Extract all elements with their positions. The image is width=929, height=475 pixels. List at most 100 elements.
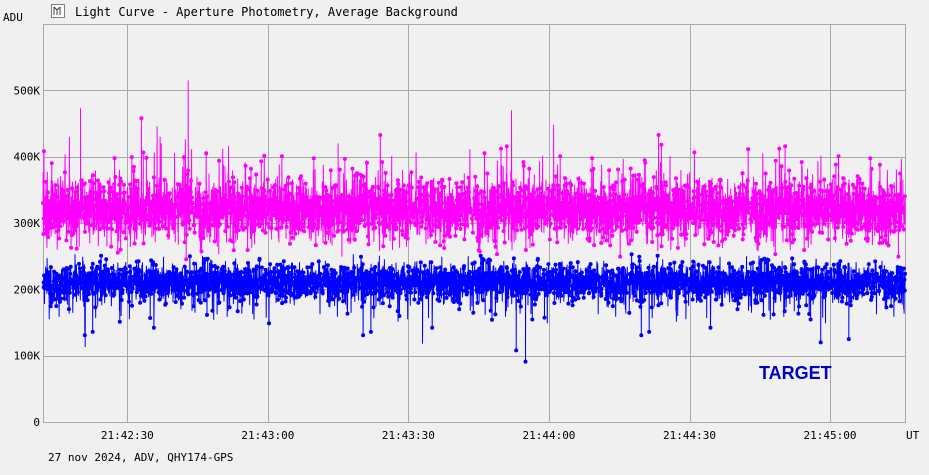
data-point [337,198,342,203]
data-point [590,210,595,215]
data-point [162,199,167,204]
data-point [536,291,541,296]
data-point [740,264,745,269]
data-point [259,211,264,216]
data-point [68,271,73,276]
data-point [819,272,824,277]
data-point [387,275,392,280]
data-point [344,199,349,204]
data-point [683,299,688,304]
data-point [407,206,412,211]
data-point [653,204,658,208]
data-point [436,224,441,229]
data-point [611,271,615,276]
data-point [828,285,833,290]
data-point [434,218,438,223]
data-point [593,188,598,193]
data-point [858,211,862,216]
data-point [228,193,233,198]
data-point [668,262,673,266]
data-point [297,203,301,208]
data-point [808,286,812,291]
data-point [763,171,768,176]
data-point [629,238,634,243]
data-point [583,193,588,198]
data-point [716,270,721,275]
data-point [885,203,890,208]
data-point [749,219,754,224]
data-point [513,267,517,272]
data-point [649,273,654,278]
data-point [376,186,381,191]
data-point [223,284,228,289]
data-point [874,271,879,276]
data-point [573,204,578,209]
data-point [599,241,604,245]
data-point [567,293,572,298]
data-point [551,183,556,188]
data-point [177,295,182,300]
data-point [855,272,860,277]
data-point [338,220,342,225]
data-point [460,180,465,185]
data-point [674,197,679,202]
data-point [550,273,555,278]
data-point [372,279,377,284]
data-point [513,218,518,223]
data-point [763,231,768,236]
data-point [156,199,161,203]
data-point [191,205,196,210]
x-tick-label: 21:45:00 [804,429,857,442]
data-point [45,190,50,195]
data-point [253,281,258,286]
data-point [784,288,789,293]
data-point [821,221,826,226]
data-point [875,229,880,233]
data-point [118,267,122,272]
data-point [90,261,95,266]
data-point [656,222,661,227]
data-point [659,216,663,221]
data-point [803,269,808,274]
data-point [406,183,411,188]
data-point [205,206,210,211]
data-point [157,226,162,231]
data-point [276,269,281,274]
data-point [889,275,894,280]
data-point [679,264,684,268]
data-point [365,234,370,239]
data-point [707,233,712,238]
data-point [713,297,718,302]
data-point [164,226,169,231]
data-point [329,199,334,204]
data-point [246,213,251,218]
data-point [184,184,188,188]
data-point [794,270,799,275]
data-point [192,223,197,228]
data-point [855,174,860,179]
data-point [749,213,754,218]
data-point [753,197,758,202]
data-point [422,192,427,197]
data-point [637,259,642,263]
data-point [685,290,690,295]
data-point [455,222,460,227]
data-point [262,188,267,193]
data-point [82,271,87,276]
data-point [99,200,104,204]
data-point [360,210,365,215]
data-point [197,197,202,202]
data-point [276,282,281,287]
data-point [387,304,392,309]
data-point [423,226,428,231]
data-point [835,206,840,211]
data-point [437,194,442,199]
data-point [217,158,222,163]
data-point [482,151,487,156]
data-point [312,206,317,211]
data-point [489,223,494,228]
data-point [810,229,815,234]
data-point [594,286,598,291]
data-point [325,219,330,224]
data-point [302,195,307,200]
